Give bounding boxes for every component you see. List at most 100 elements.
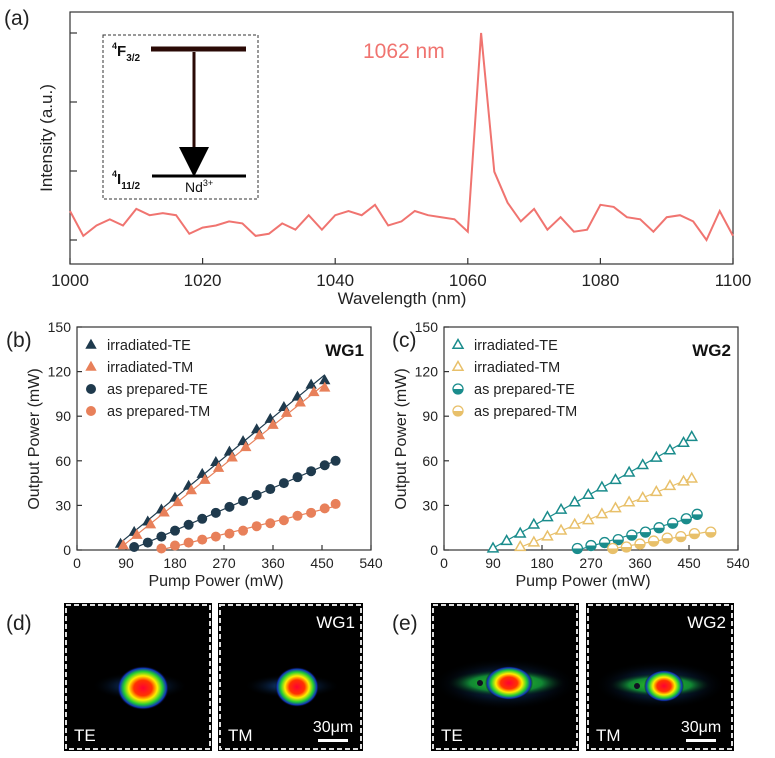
data-point [294,396,306,407]
marker-fill [692,514,703,520]
data-point [626,529,638,541]
scale-bar-label: 30μm [681,719,721,736]
legend-label: irradiated-TE [107,338,191,354]
data-point [253,429,266,440]
x-axis-label: Pump Power (mW) [148,573,283,590]
x-tick-label: 270 [212,555,236,571]
x-tick-label: 1020 [184,271,222,290]
data-point [677,435,690,448]
mode-spot [117,666,169,710]
data-point [144,518,157,529]
y-tick-label: 60 [422,453,438,469]
y-axis-label: Output Power (mW) [26,368,43,509]
y-tick-label: 150 [415,319,439,335]
data-point [172,496,184,507]
peak-annotation: 1062 nm [363,40,445,63]
data-point [156,531,167,542]
data-point [650,485,663,497]
y-ticks: 0 30 60 90 120 150 [48,319,82,558]
data-point [265,518,276,529]
y-tick-label: 30 [422,497,438,513]
data-point [688,527,701,540]
legend-label: as prepared-TE [474,382,575,398]
data-point [622,465,636,477]
data-point [131,528,143,539]
panel-d: (d) TE WG1 TM 30μm [6,603,363,751]
marker-fill [648,541,659,547]
data-marks [114,374,341,554]
energy-level-inset: 4F3/2 4I11/2 Nd3+ [102,34,259,200]
data-point [199,473,211,484]
scale-bar [318,739,348,742]
data-point [238,525,249,536]
panel-e-label: (e) [392,612,418,635]
data-point [595,480,609,492]
data-marks [486,429,717,555]
data-point [675,530,687,543]
image-dashed-border [219,604,362,750]
x-tick-label: 540 [726,555,750,571]
data-point [267,418,279,429]
mode-spot [644,670,684,702]
data-point [197,534,208,545]
data-point [251,489,262,500]
data-point [667,517,679,529]
x-tick-label: 360 [261,555,285,571]
data-point [212,461,225,472]
data-point [158,506,170,517]
dark-spot [634,683,640,689]
y-tick-label: 90 [55,408,71,424]
marker-fill [689,533,700,539]
panel-b-label: (b) [6,329,32,352]
marker-fill [453,411,463,416]
legend-marker [451,337,465,350]
dark-spot [477,680,483,686]
mode-image-tile: TE [431,603,579,751]
legend-marker [452,383,464,395]
data-point [224,501,235,512]
legend-marker [85,360,97,371]
marker-fill [453,389,463,394]
marker-fill [681,518,692,524]
x-axis-label: Pump Power (mW) [515,573,650,590]
data-point [680,513,692,525]
waveguide-label: WG1 [325,341,364,360]
y-tick-label: 60 [55,453,71,469]
lower-level-text: 4I11/2 [112,169,141,192]
data-point [677,474,690,486]
y-tick-label: 0 [430,542,438,558]
x-tick-label: 0 [73,555,81,571]
y-axis-label: Intensity (a.u.) [37,84,56,192]
data-point [568,517,581,529]
data-point [513,526,527,538]
y-axis-label: Output Power (mW) [393,368,410,509]
data-point [306,507,317,518]
data-point [527,517,541,529]
legend-label: irradiated-TM [107,360,193,376]
data-point [636,490,650,503]
legend-label: irradiated-TM [474,360,560,376]
data-point [595,507,609,519]
marker-fill [613,539,624,545]
marker-fill [654,527,665,533]
y-tick-label: 0 [63,542,71,558]
y-tick-label: 150 [48,319,72,335]
x-tick-label: 540 [359,555,383,571]
legend-label: irradiated-TE [474,338,558,354]
data-point [278,478,289,489]
legend-marker [85,338,97,349]
polarization-label: TE [74,726,96,745]
marker-fill [675,536,686,542]
marker-fill [662,538,673,544]
data-point [210,507,221,518]
data-point [240,441,252,452]
data-point [319,503,330,514]
x-tick-label: 1080 [581,271,619,290]
mode-image-tile: WG1 TM 30μm [218,603,363,751]
data-point [685,471,699,483]
data-point [661,532,673,544]
x-axis-label: Wavelength (nm) [338,289,467,308]
panel-a: (a) 1000 1020 1040 1060 1080 1100 Wavelength … [4,7,751,308]
data-point [663,479,677,491]
data-point [306,466,317,477]
